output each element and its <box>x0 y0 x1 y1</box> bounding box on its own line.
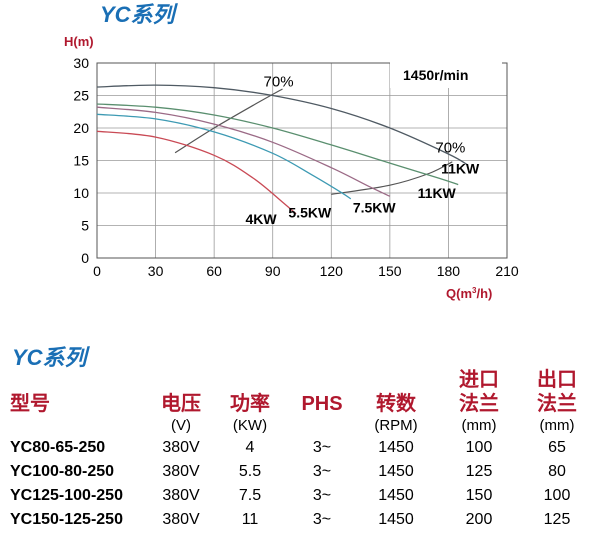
cell-model: YC150-125-250 <box>10 511 123 528</box>
header-voltage: 电压 <box>161 393 201 415</box>
power-label: 11KW <box>418 185 457 201</box>
table-title: YC系列 <box>12 345 87 370</box>
y-tick-label: 10 <box>73 185 89 201</box>
cell-voltage: 380V <box>162 487 200 504</box>
cell-inlet: 125 <box>465 463 493 480</box>
cell-power: 7.5 <box>238 487 262 504</box>
cell-voltage: 380V <box>162 511 200 528</box>
header-inlet-line1: 进口 <box>459 369 499 391</box>
x-tick-label: 180 <box>437 263 461 279</box>
x-tick-label: 0 <box>93 263 101 279</box>
power-label: 5.5KW <box>288 205 332 221</box>
cell-voltage: 380V <box>162 439 200 456</box>
cell-phase: 3~ <box>312 511 332 528</box>
cell-inlet: 150 <box>465 487 493 504</box>
speed-box <box>390 62 502 88</box>
axis-ticks: 0 30 60 90 120 150 180 210 0 5 10 15 20 25 30 <box>73 55 518 279</box>
x-tick-label: 210 <box>495 263 519 279</box>
chart-grid <box>96 62 508 259</box>
header-speed: 转数 <box>376 393 416 415</box>
efficiency-label: 70% <box>264 73 294 90</box>
cell-inlet: 200 <box>465 511 493 528</box>
cell-power: 5.5 <box>238 463 262 480</box>
table-row: YC150-125-250 380V 11 3~ 1450 200 125 <box>10 508 592 532</box>
pump-curves <box>96 84 469 215</box>
cell-outlet: 80 <box>548 463 566 480</box>
efficiency-label: 70% <box>435 140 465 157</box>
header-outlet: 出口 法兰 <box>522 368 592 416</box>
y-tick-label: 5 <box>81 218 89 234</box>
cell-voltage: 380V <box>162 463 200 480</box>
pump-curve-7-5kw <box>96 106 391 197</box>
y-tick-label: 30 <box>73 55 89 71</box>
x-tick-label: 90 <box>265 263 281 279</box>
header-inlet: 进口 法兰 <box>436 368 522 416</box>
pump-curve-5-5kw <box>96 113 352 200</box>
speed-label: 1450r/min <box>403 67 468 83</box>
cell-phase: 3~ <box>312 463 332 480</box>
power-label: 11KW <box>441 161 480 177</box>
cell-speed: 1450 <box>378 487 414 504</box>
cell-phase: 3~ <box>312 487 332 504</box>
unit-speed: (RPM) <box>374 417 418 434</box>
table-row: YC80-65-250 380V 4 3~ 1450 100 65 <box>10 436 592 460</box>
pump-curve-11kw <box>96 103 459 186</box>
unit-outlet: (mm) <box>539 417 575 434</box>
unit-inlet: (mm) <box>461 417 497 434</box>
pump-performance-chart: YC系列 H(m) 0 30 60 90 120 150 180 210 0 5 10 15 20 25 3… <box>64 2 519 301</box>
x-tick-label: 120 <box>320 263 344 279</box>
table-row: YC100-80-250 380V 5.5 3~ 1450 125 80 <box>10 460 592 484</box>
chart-title: YC系列 <box>100 2 179 27</box>
pump-curve-4kw <box>96 130 297 215</box>
cell-model: YC125-100-250 <box>10 487 123 504</box>
pump-curve-11kw <box>96 84 469 166</box>
power-label: 4KW <box>245 211 277 227</box>
cell-speed: 1450 <box>378 439 414 456</box>
cell-power: 4 <box>245 439 255 456</box>
y-tick-label: 25 <box>73 88 89 104</box>
header-outlet-line1: 出口 <box>537 369 577 391</box>
unit-voltage: (V) <box>171 417 191 434</box>
cell-outlet: 125 <box>543 511 571 528</box>
power-label: 7.5KW <box>353 200 397 216</box>
x-tick-label: 30 <box>148 263 164 279</box>
table-header-row: 型号 电压 功率 PHS 转数 进口 法兰 出口 法兰 <box>10 368 592 416</box>
unit-power: (KW) <box>232 417 268 434</box>
efficiency-curve <box>174 88 283 154</box>
table-units-row: (V) (KW) (RPM) (mm) (mm) <box>10 416 592 436</box>
cell-power: 11 <box>241 511 259 528</box>
cell-phase: 3~ <box>312 439 332 456</box>
header-phase: PHS <box>301 393 343 415</box>
x-tick-label: 60 <box>206 263 222 279</box>
table-row: YC125-100-250 380V 7.5 3~ 1450 150 100 <box>10 484 592 508</box>
curve-labels: 4KW 5.5KW 7.5KW 11KW 11KW 70% 70% <box>245 73 480 227</box>
cell-speed: 1450 <box>378 511 414 528</box>
header-outlet-line2: 法兰 <box>537 393 577 415</box>
header-power: 功率 <box>230 393 270 415</box>
x-axis-label: Q(m3/h) <box>446 286 492 301</box>
x-tick-label: 150 <box>378 263 402 279</box>
efficiency-curve <box>331 161 453 195</box>
cell-outlet: 100 <box>543 487 571 504</box>
cell-speed: 1450 <box>378 463 414 480</box>
y-tick-label: 20 <box>73 120 89 136</box>
y-tick-label: 15 <box>73 153 89 169</box>
y-axis-label: H(m) <box>64 34 94 49</box>
spec-table: 型号 电压 功率 PHS 转数 进口 法兰 出口 法兰 (V) (KW) (RPM)… <box>10 368 592 532</box>
y-tick-label: 0 <box>81 250 89 266</box>
header-inlet-line2: 法兰 <box>459 393 499 415</box>
plot-frame <box>96 62 508 259</box>
cell-inlet: 100 <box>465 439 493 456</box>
cell-model: YC80-65-250 <box>10 439 106 456</box>
cell-outlet: 65 <box>548 439 566 456</box>
efficiency-curves <box>174 88 453 195</box>
header-model: 型号 <box>10 393 50 415</box>
cell-model: YC100-80-250 <box>10 463 115 480</box>
